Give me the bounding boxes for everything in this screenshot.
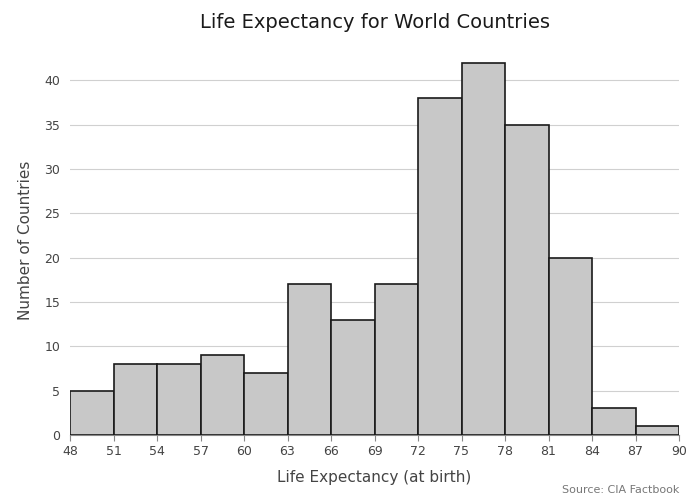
Bar	[70, 390, 113, 435]
Bar	[113, 364, 157, 435]
Bar	[157, 364, 200, 435]
Title: Life Expectancy for World Countries: Life Expectancy for World Countries	[199, 14, 550, 32]
Bar	[592, 408, 636, 435]
Bar	[461, 62, 505, 435]
Bar	[331, 320, 374, 435]
Bar	[288, 284, 331, 435]
Bar	[505, 125, 549, 435]
Bar	[636, 426, 679, 435]
Bar	[374, 284, 418, 435]
Y-axis label: Number of Countries: Number of Countries	[18, 160, 34, 320]
Bar	[549, 258, 592, 435]
Bar	[200, 355, 244, 435]
X-axis label: Life Expectancy (at birth): Life Expectancy (at birth)	[277, 470, 472, 484]
Text: Source: CIA Factbook: Source: CIA Factbook	[561, 485, 679, 495]
Bar	[244, 373, 288, 435]
Bar	[418, 98, 461, 435]
